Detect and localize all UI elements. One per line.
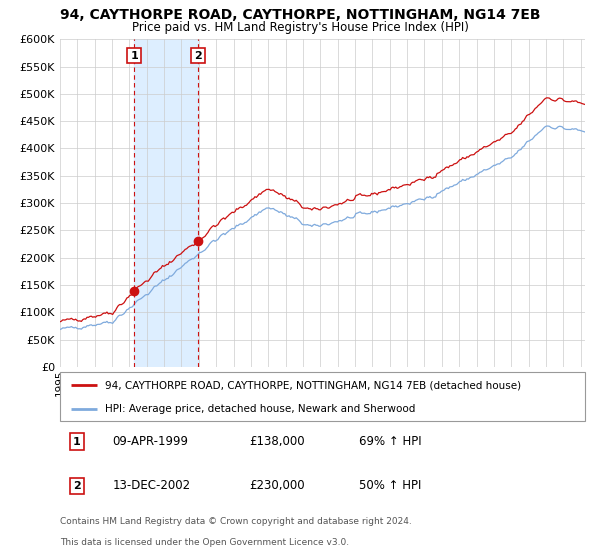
- Text: 2: 2: [73, 481, 81, 491]
- Text: 2: 2: [194, 50, 202, 60]
- Text: Contains HM Land Registry data © Crown copyright and database right 2024.: Contains HM Land Registry data © Crown c…: [60, 517, 412, 526]
- Text: 1: 1: [73, 436, 81, 446]
- Text: 09-APR-1999: 09-APR-1999: [113, 435, 188, 448]
- Text: 94, CAYTHORPE ROAD, CAYTHORPE, NOTTINGHAM, NG14 7EB (detached house): 94, CAYTHORPE ROAD, CAYTHORPE, NOTTINGHA…: [104, 380, 521, 390]
- Text: This data is licensed under the Open Government Licence v3.0.: This data is licensed under the Open Gov…: [60, 538, 349, 547]
- Text: Price paid vs. HM Land Registry's House Price Index (HPI): Price paid vs. HM Land Registry's House …: [131, 21, 469, 34]
- Text: 50% ↑ HPI: 50% ↑ HPI: [359, 479, 422, 492]
- Text: £138,000: £138,000: [249, 435, 305, 448]
- Text: 94, CAYTHORPE ROAD, CAYTHORPE, NOTTINGHAM, NG14 7EB: 94, CAYTHORPE ROAD, CAYTHORPE, NOTTINGHA…: [60, 8, 540, 22]
- Text: 13-DEC-2002: 13-DEC-2002: [113, 479, 191, 492]
- Text: £230,000: £230,000: [249, 479, 305, 492]
- FancyBboxPatch shape: [60, 372, 585, 421]
- Text: 69% ↑ HPI: 69% ↑ HPI: [359, 435, 422, 448]
- Text: 1: 1: [130, 50, 138, 60]
- Text: HPI: Average price, detached house, Newark and Sherwood: HPI: Average price, detached house, Newa…: [104, 404, 415, 414]
- Bar: [134, 39, 198, 367]
